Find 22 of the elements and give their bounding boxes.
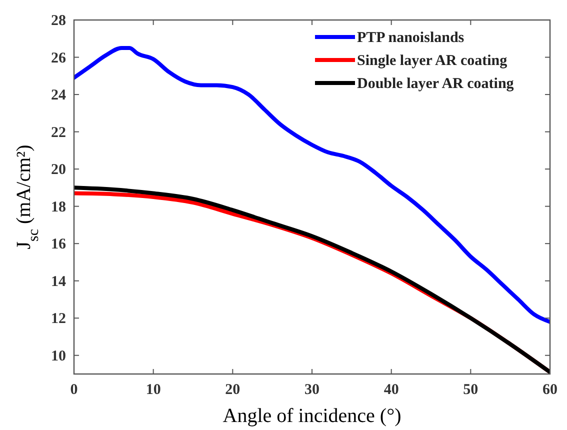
y-tick-label: 10	[51, 348, 66, 364]
y-tick-label: 26	[51, 50, 66, 66]
legend-label: Double layer AR coating	[357, 76, 514, 92]
x-tick-label: 50	[463, 382, 478, 398]
y-tick-label: 28	[51, 13, 66, 29]
y-tick-label: 22	[51, 124, 66, 141]
y-tick-label: 14	[51, 274, 66, 290]
x-tick-label: 30	[304, 382, 320, 398]
y-tick-label: 20	[51, 162, 66, 178]
x-tick-label: 10	[146, 382, 161, 398]
x-tick-label: 60	[542, 382, 558, 398]
legend-label: Single layer AR coating	[357, 53, 508, 69]
x-tick-label: 40	[384, 382, 399, 398]
x-axis-title: Angle of incidence (°)	[222, 405, 402, 427]
legend-label: PTP nanoislands	[357, 30, 464, 46]
y-tick-label: 12	[51, 311, 66, 328]
line-series	[74, 46, 550, 324]
x-tick-label: 20	[225, 382, 240, 398]
y-tick-label: 18	[51, 199, 66, 216]
y-tick-label: 24	[51, 88, 66, 104]
y-tick-label: 16	[51, 236, 66, 253]
x-tick-label: 0	[70, 382, 78, 398]
